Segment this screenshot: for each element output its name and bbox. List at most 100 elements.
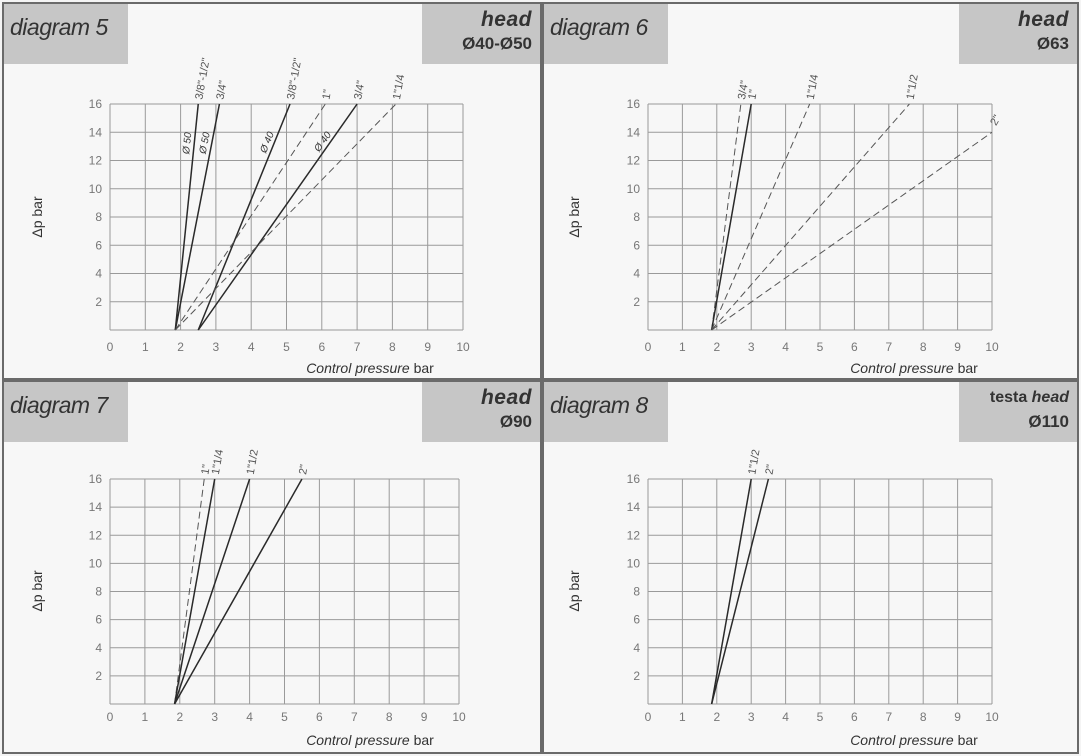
y-tick-label: 6	[633, 613, 640, 627]
series-line	[174, 103, 397, 331]
series-label: 1"	[199, 463, 213, 475]
diagram-6-panel: diagram 6 head Ø63 0 1 2 3 4 5 6 7 8 9 10 2 4 6 8 10 12 1…	[542, 2, 1079, 380]
x-tick-label: 7	[885, 340, 892, 354]
series-label: 1"1/2	[245, 448, 261, 475]
head-label: head	[422, 386, 532, 410]
x-axis-label-unit: bar	[958, 360, 979, 376]
x-tick-label: 7	[351, 710, 358, 724]
x-tick-label: 7	[885, 710, 892, 724]
series-line	[174, 103, 221, 331]
y-axis-label: Δp bar	[566, 570, 582, 612]
series-label: 3/8"-1/2"	[285, 57, 304, 101]
series-line	[711, 103, 910, 331]
series-line	[174, 103, 326, 331]
series-label: 1"	[746, 88, 760, 100]
x-tick-label: 1	[142, 710, 149, 724]
series-line	[710, 478, 752, 705]
series-line	[711, 103, 742, 331]
y-tick-label: 12	[627, 154, 641, 168]
head-badge: head Ø63	[959, 4, 1077, 64]
y-tick-label: 2	[95, 295, 102, 309]
head-label: testa head	[959, 386, 1069, 410]
head-word: head	[1031, 389, 1069, 406]
x-tick-label: 5	[817, 710, 824, 724]
x-tick-label: 6	[316, 710, 323, 724]
y-tick-label: 16	[89, 97, 103, 111]
y-tick-label: 2	[95, 669, 102, 683]
x-tick-label: 9	[954, 710, 961, 724]
x-tick-label: 2	[177, 340, 184, 354]
y-tick-label: 16	[627, 472, 641, 486]
y-tick-label: 4	[633, 641, 640, 655]
x-tick-label: 8	[920, 340, 927, 354]
x-tick-label: 3	[213, 340, 220, 354]
series-line	[173, 478, 303, 705]
y-tick-label: 8	[95, 210, 102, 224]
x-tick-label: 6	[318, 340, 325, 354]
diagram-title: diagram 6	[544, 4, 668, 64]
series-label: 2"	[297, 463, 311, 475]
x-tick-label: 3	[748, 340, 755, 354]
x-tick-label: 5	[281, 710, 288, 724]
series-line	[173, 478, 216, 705]
x-tick-label: 4	[782, 340, 789, 354]
grid	[109, 478, 460, 705]
x-tick-label: 2	[713, 710, 720, 724]
x-axis-label: Control pressure bar	[306, 732, 434, 748]
x-tick-label: 0	[107, 340, 114, 354]
head-diameter: Ø90	[499, 412, 532, 431]
y-tick-label: 2	[633, 669, 640, 683]
x-tick-label: 10	[985, 710, 999, 724]
y-tick-label: 8	[95, 585, 102, 599]
x-tick-label: 1	[142, 340, 149, 354]
head-label: head	[959, 8, 1069, 32]
y-axis-label: Δp bar	[29, 570, 45, 612]
x-tick-label: 4	[246, 710, 253, 724]
y-tick-label: 2	[633, 295, 640, 309]
x-tick-label: 1	[679, 710, 686, 724]
head-label: head	[422, 8, 532, 32]
head-diameter: Ø110	[1028, 412, 1069, 431]
series-label: 1"1/4	[391, 73, 407, 100]
head-diameter: Ø63	[1036, 34, 1069, 53]
diagram-title: diagram 5	[4, 4, 128, 64]
x-axis-label: Control pressure bar	[850, 360, 978, 376]
x-axis-label-unit: bar	[414, 360, 435, 376]
x-tick-label: 5	[817, 340, 824, 354]
y-tick-label: 6	[95, 613, 102, 627]
x-tick-label: 10	[456, 340, 470, 354]
head-diameter: Ø40-Ø50	[462, 34, 532, 53]
x-tick-label: 9	[421, 710, 428, 724]
x-tick-label: 6	[851, 710, 858, 724]
series-line	[197, 103, 291, 331]
x-tick-label: 8	[920, 710, 927, 724]
series-line	[197, 103, 358, 331]
diameter-tag: Ø 50	[181, 132, 194, 156]
series-label: 1"	[320, 88, 334, 100]
x-tick-label: 2	[713, 340, 720, 354]
y-tick-label: 14	[89, 125, 103, 139]
x-tick-label: 0	[645, 340, 652, 354]
head-prefix: testa	[989, 389, 1032, 406]
series-label: 1"1/2	[746, 448, 762, 475]
y-tick-label: 12	[627, 528, 641, 542]
y-tick-label: 6	[633, 238, 640, 252]
x-tick-label: 8	[386, 710, 393, 724]
series-line	[711, 131, 993, 331]
diameter-tag: Ø 50	[198, 131, 213, 156]
series-label: 2"	[764, 463, 778, 475]
head-badge: head Ø90	[422, 382, 540, 442]
series-label: 2"	[988, 113, 1003, 128]
x-tick-label: 7	[354, 340, 361, 354]
y-tick-label: 16	[627, 97, 641, 111]
series-label: 3/4"	[736, 79, 751, 100]
x-tick-label: 4	[782, 710, 789, 724]
x-tick-label: 1	[679, 340, 686, 354]
y-tick-label: 4	[95, 641, 102, 655]
y-tick-label: 6	[95, 238, 102, 252]
series-line	[174, 478, 205, 705]
series-label: 3/4"	[352, 79, 367, 100]
y-tick-label: 12	[89, 154, 103, 168]
